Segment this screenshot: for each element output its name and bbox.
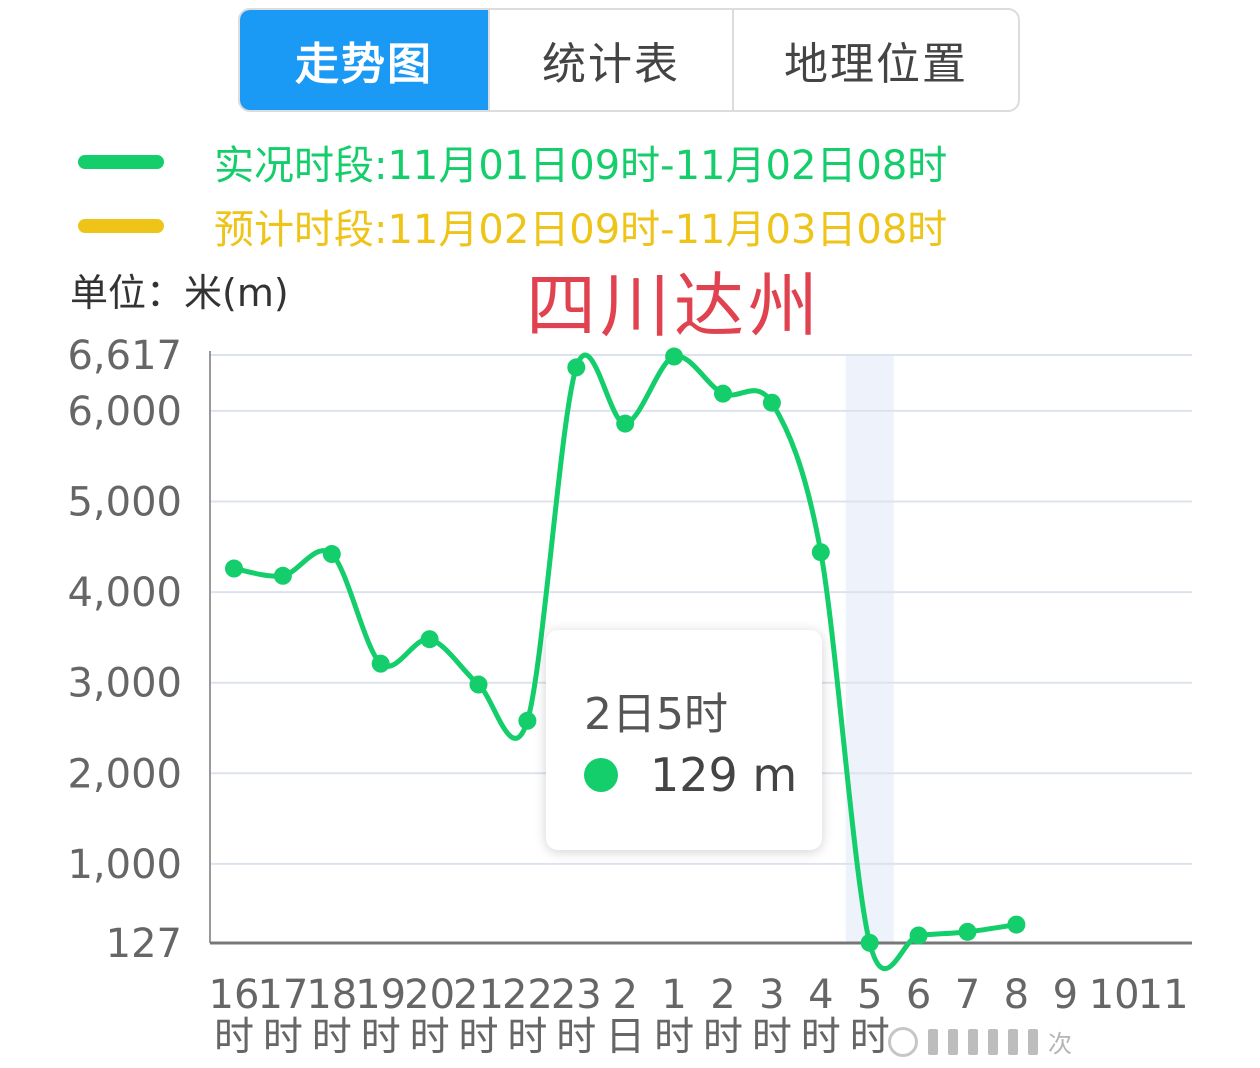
unit-label: 单位：米(m) — [70, 271, 289, 315]
x-tick-label: 17 — [257, 972, 308, 1018]
x-tick-sublabel: 时 — [214, 1014, 254, 1060]
legend-text-forecast: 预计时段:11月02日09时-11月03日08时 — [214, 207, 948, 253]
x-tick-sublabel: 时 — [556, 1014, 596, 1060]
y-tick-label: 127 — [106, 921, 182, 967]
legend-swatch-actual — [78, 155, 164, 169]
data-point — [811, 543, 830, 562]
x-tick-sublabel: 时 — [507, 1014, 547, 1060]
data-point — [371, 654, 390, 673]
x-tick-sublabel: 时 — [703, 1014, 743, 1060]
watermark-bar — [1028, 1028, 1038, 1055]
legend-actual: 实况时段:11月01日09时-11月02日08时 — [78, 134, 947, 190]
x-tick-label: 22 — [502, 972, 553, 1018]
y-tick-label: 6,617 — [67, 333, 182, 379]
data-point — [225, 559, 243, 578]
x-tick-sublabel: 日 — [605, 1014, 645, 1060]
y-tick-label: 6,000 — [67, 389, 182, 435]
data-point — [860, 933, 879, 952]
x-tick-label: 10 — [1089, 972, 1140, 1018]
x-tick-label: 20 — [404, 972, 455, 1018]
x-tick-sublabel: 时 — [361, 1014, 401, 1060]
data-point — [469, 675, 488, 694]
x-tick-label: 21 — [453, 972, 504, 1018]
data-point — [518, 711, 537, 730]
x-tick-label: 9 — [1053, 972, 1078, 1018]
tooltip-series-dot — [584, 758, 618, 792]
x-tick-label: 3 — [759, 972, 784, 1018]
x-tick-label: 5 — [857, 972, 882, 1018]
x-tick-sublabel: 时 — [459, 1014, 499, 1060]
x-tick-sublabel: 时 — [263, 1014, 303, 1060]
x-tick-label: 4 — [808, 972, 833, 1018]
data-point — [567, 358, 586, 377]
watermark-bar — [928, 1028, 938, 1055]
x-tick-label: 2 — [710, 972, 735, 1018]
x-tick-sublabel: 时 — [312, 1014, 352, 1060]
legend-forecast: 预计时段:11月02日09时-11月03日08时 — [78, 198, 947, 254]
watermark-bar — [948, 1028, 958, 1055]
x-tick-sublabel: 时 — [850, 1014, 890, 1060]
watermark-bar — [988, 1028, 998, 1055]
data-point — [420, 630, 439, 649]
y-tick-label: 3,000 — [67, 661, 182, 707]
y-tick-label: 4,000 — [67, 570, 182, 616]
x-tick-label: 6 — [906, 972, 931, 1018]
tab-trend-chart[interactable]: 走势图 — [240, 10, 488, 110]
data-point — [909, 926, 928, 945]
y-tick-label: 1,000 — [67, 842, 182, 888]
watermark: 次 — [888, 1024, 1072, 1059]
x-tick-label: 2 — [612, 972, 637, 1018]
x-tick-label: 18 — [306, 972, 357, 1018]
x-tick-sublabel: 时 — [410, 1014, 450, 1060]
highlight-band — [845, 355, 894, 943]
x-tick-label: 11 — [1138, 972, 1189, 1018]
legend-text-actual: 实况时段:11月01日09时-11月02日08时 — [214, 143, 948, 189]
data-point — [762, 393, 781, 412]
data-point — [322, 545, 341, 564]
view-tabs: 走势图 统计表 地理位置 — [238, 8, 1020, 112]
y-tick-label: 5,000 — [67, 480, 182, 526]
legend-swatch-forecast — [78, 219, 164, 233]
x-tick-label: 8 — [1004, 972, 1029, 1018]
y-tick-label: 2,000 — [67, 751, 182, 797]
x-tick-label: 23 — [551, 972, 602, 1018]
data-point — [616, 414, 635, 433]
watermark-bar — [968, 1028, 978, 1055]
tooltip-value: 129 m — [650, 748, 798, 802]
watermark-logo-icon — [888, 1026, 918, 1057]
place-label: 四川达州 — [526, 265, 822, 347]
chart-tooltip: 2日5时 129 m — [546, 630, 822, 850]
x-tick-sublabel: 时 — [654, 1014, 694, 1060]
tooltip-title: 2日5时 — [584, 689, 728, 740]
tab-statistics-table[interactable]: 统计表 — [488, 10, 732, 110]
x-tick-sublabel: 时 — [801, 1014, 841, 1060]
x-tick-label: 1 — [661, 972, 686, 1018]
watermark-text: 次 — [1048, 1030, 1072, 1058]
data-point — [273, 566, 292, 585]
data-point — [665, 347, 684, 366]
x-tick-label: 16 — [209, 972, 260, 1018]
data-point — [958, 922, 977, 941]
data-point — [1007, 915, 1026, 934]
watermark-bar — [1008, 1028, 1018, 1055]
data-point — [714, 384, 732, 403]
tab-geo-location[interactable]: 地理位置 — [732, 10, 1018, 110]
x-tick-label: 7 — [955, 972, 980, 1018]
x-tick-label: 19 — [355, 972, 406, 1018]
x-tick-sublabel: 时 — [752, 1014, 792, 1060]
